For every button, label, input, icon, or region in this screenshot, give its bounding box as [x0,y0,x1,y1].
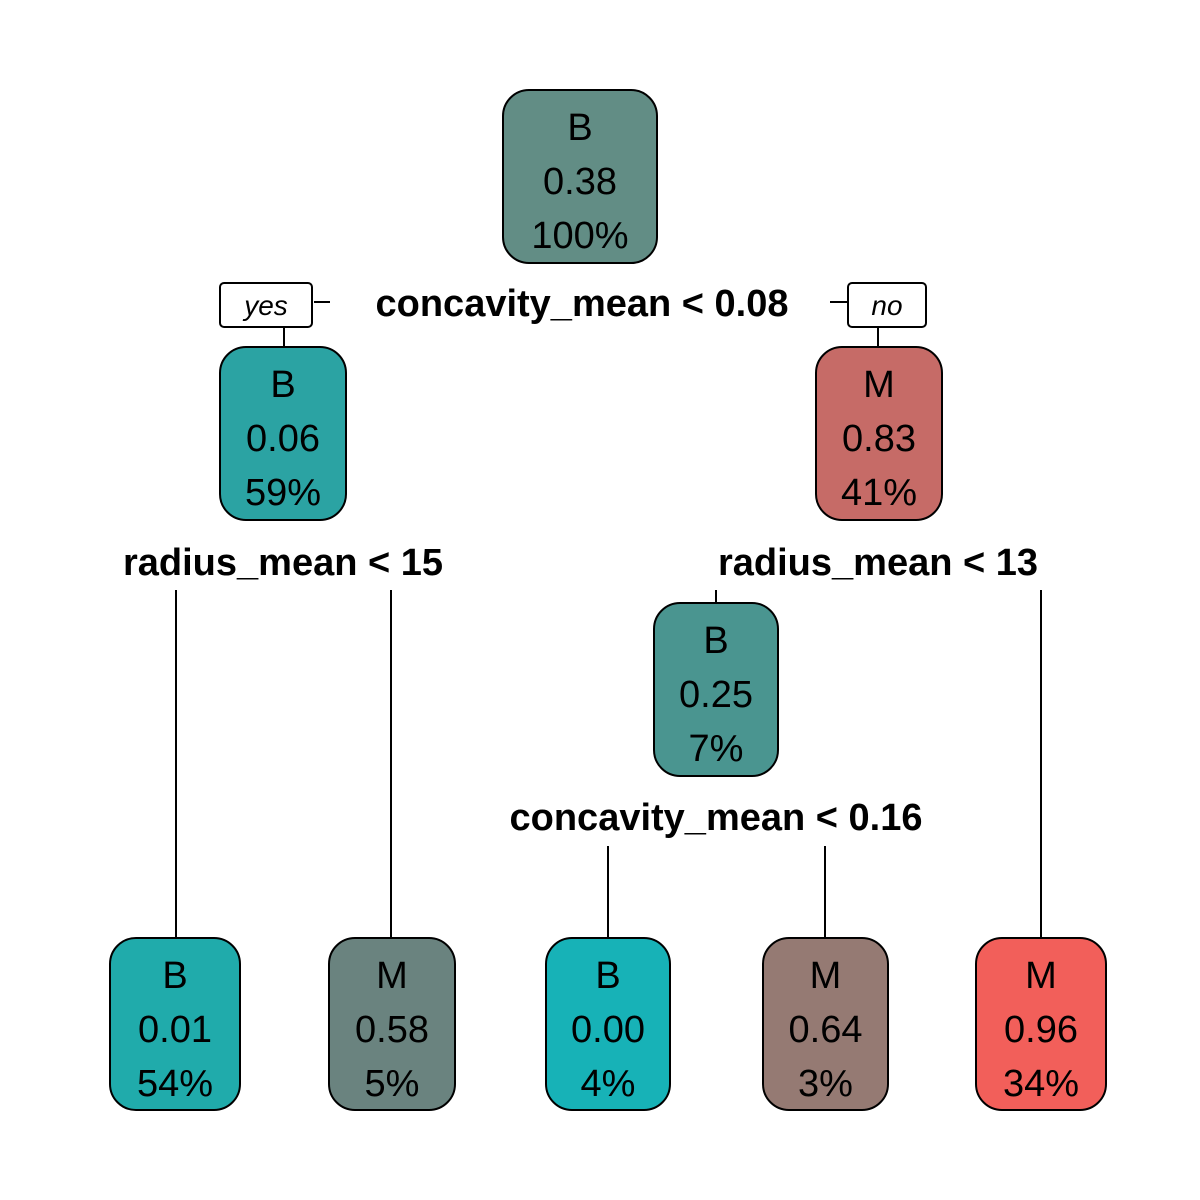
split-label-s_n2: radius_mean < 15 [123,542,443,584]
node-pct: 59% [245,472,321,514]
node-box [502,89,658,264]
node-class: B [162,955,187,997]
node-class: M [810,955,842,997]
tree-node-leaf3: B 0.00 4% [545,937,671,1111]
node-prob: 0.96 [1004,1009,1078,1051]
branch-label-no: no [847,282,927,328]
node-prob: 0.06 [246,418,320,460]
node-box [653,602,779,777]
node-prob: 0.83 [842,418,916,460]
node-class: M [863,364,895,406]
split-label-s_n3: radius_mean < 13 [718,542,1038,584]
node-prob: 0.38 [543,161,617,203]
split-label-s_root: concavity_mean < 0.08 [376,283,789,325]
node-class: B [567,107,592,149]
node-class: B [595,955,620,997]
tree-node-leaf1: B 0.01 54% [109,937,241,1111]
node-prob: 0.58 [355,1009,429,1051]
node-box [328,937,456,1111]
branch-label-yes: yes [219,282,313,328]
node-box [975,937,1107,1111]
node-prob: 0.01 [138,1009,212,1051]
node-box [762,937,889,1111]
node-prob: 0.64 [789,1009,863,1051]
node-class: M [376,955,408,997]
node-pct: 7% [689,728,744,770]
tree-node-leaf4: M 0.64 3% [762,937,889,1111]
node-pct: 5% [365,1063,420,1105]
tree-node-n7: B 0.25 7% [653,602,779,777]
node-box [545,937,671,1111]
tree-node-leaf5: M 0.96 34% [975,937,1107,1111]
node-pct: 4% [581,1063,636,1105]
node-prob: 0.00 [571,1009,645,1051]
tree-node-n2: B 0.06 59% [219,346,347,521]
node-box [219,346,347,521]
node-pct: 100% [531,215,628,257]
node-box [109,937,241,1111]
tree-node-leaf2: M 0.58 5% [328,937,456,1111]
node-pct: 3% [798,1063,853,1105]
node-class: M [1025,955,1057,997]
split-label-s_n7: concavity_mean < 0.16 [510,797,923,839]
node-class: B [270,364,295,406]
node-prob: 0.25 [679,674,753,716]
node-pct: 34% [1003,1063,1079,1105]
branch-label-yes-text: yes [242,290,288,321]
node-box [815,346,943,521]
branch-label-no-text: no [871,290,902,321]
node-class: B [703,620,728,662]
tree-node-root: B 0.38 100% [502,89,658,264]
tree-node-n3: M 0.83 41% [815,346,943,521]
node-pct: 41% [841,472,917,514]
node-pct: 54% [137,1063,213,1105]
